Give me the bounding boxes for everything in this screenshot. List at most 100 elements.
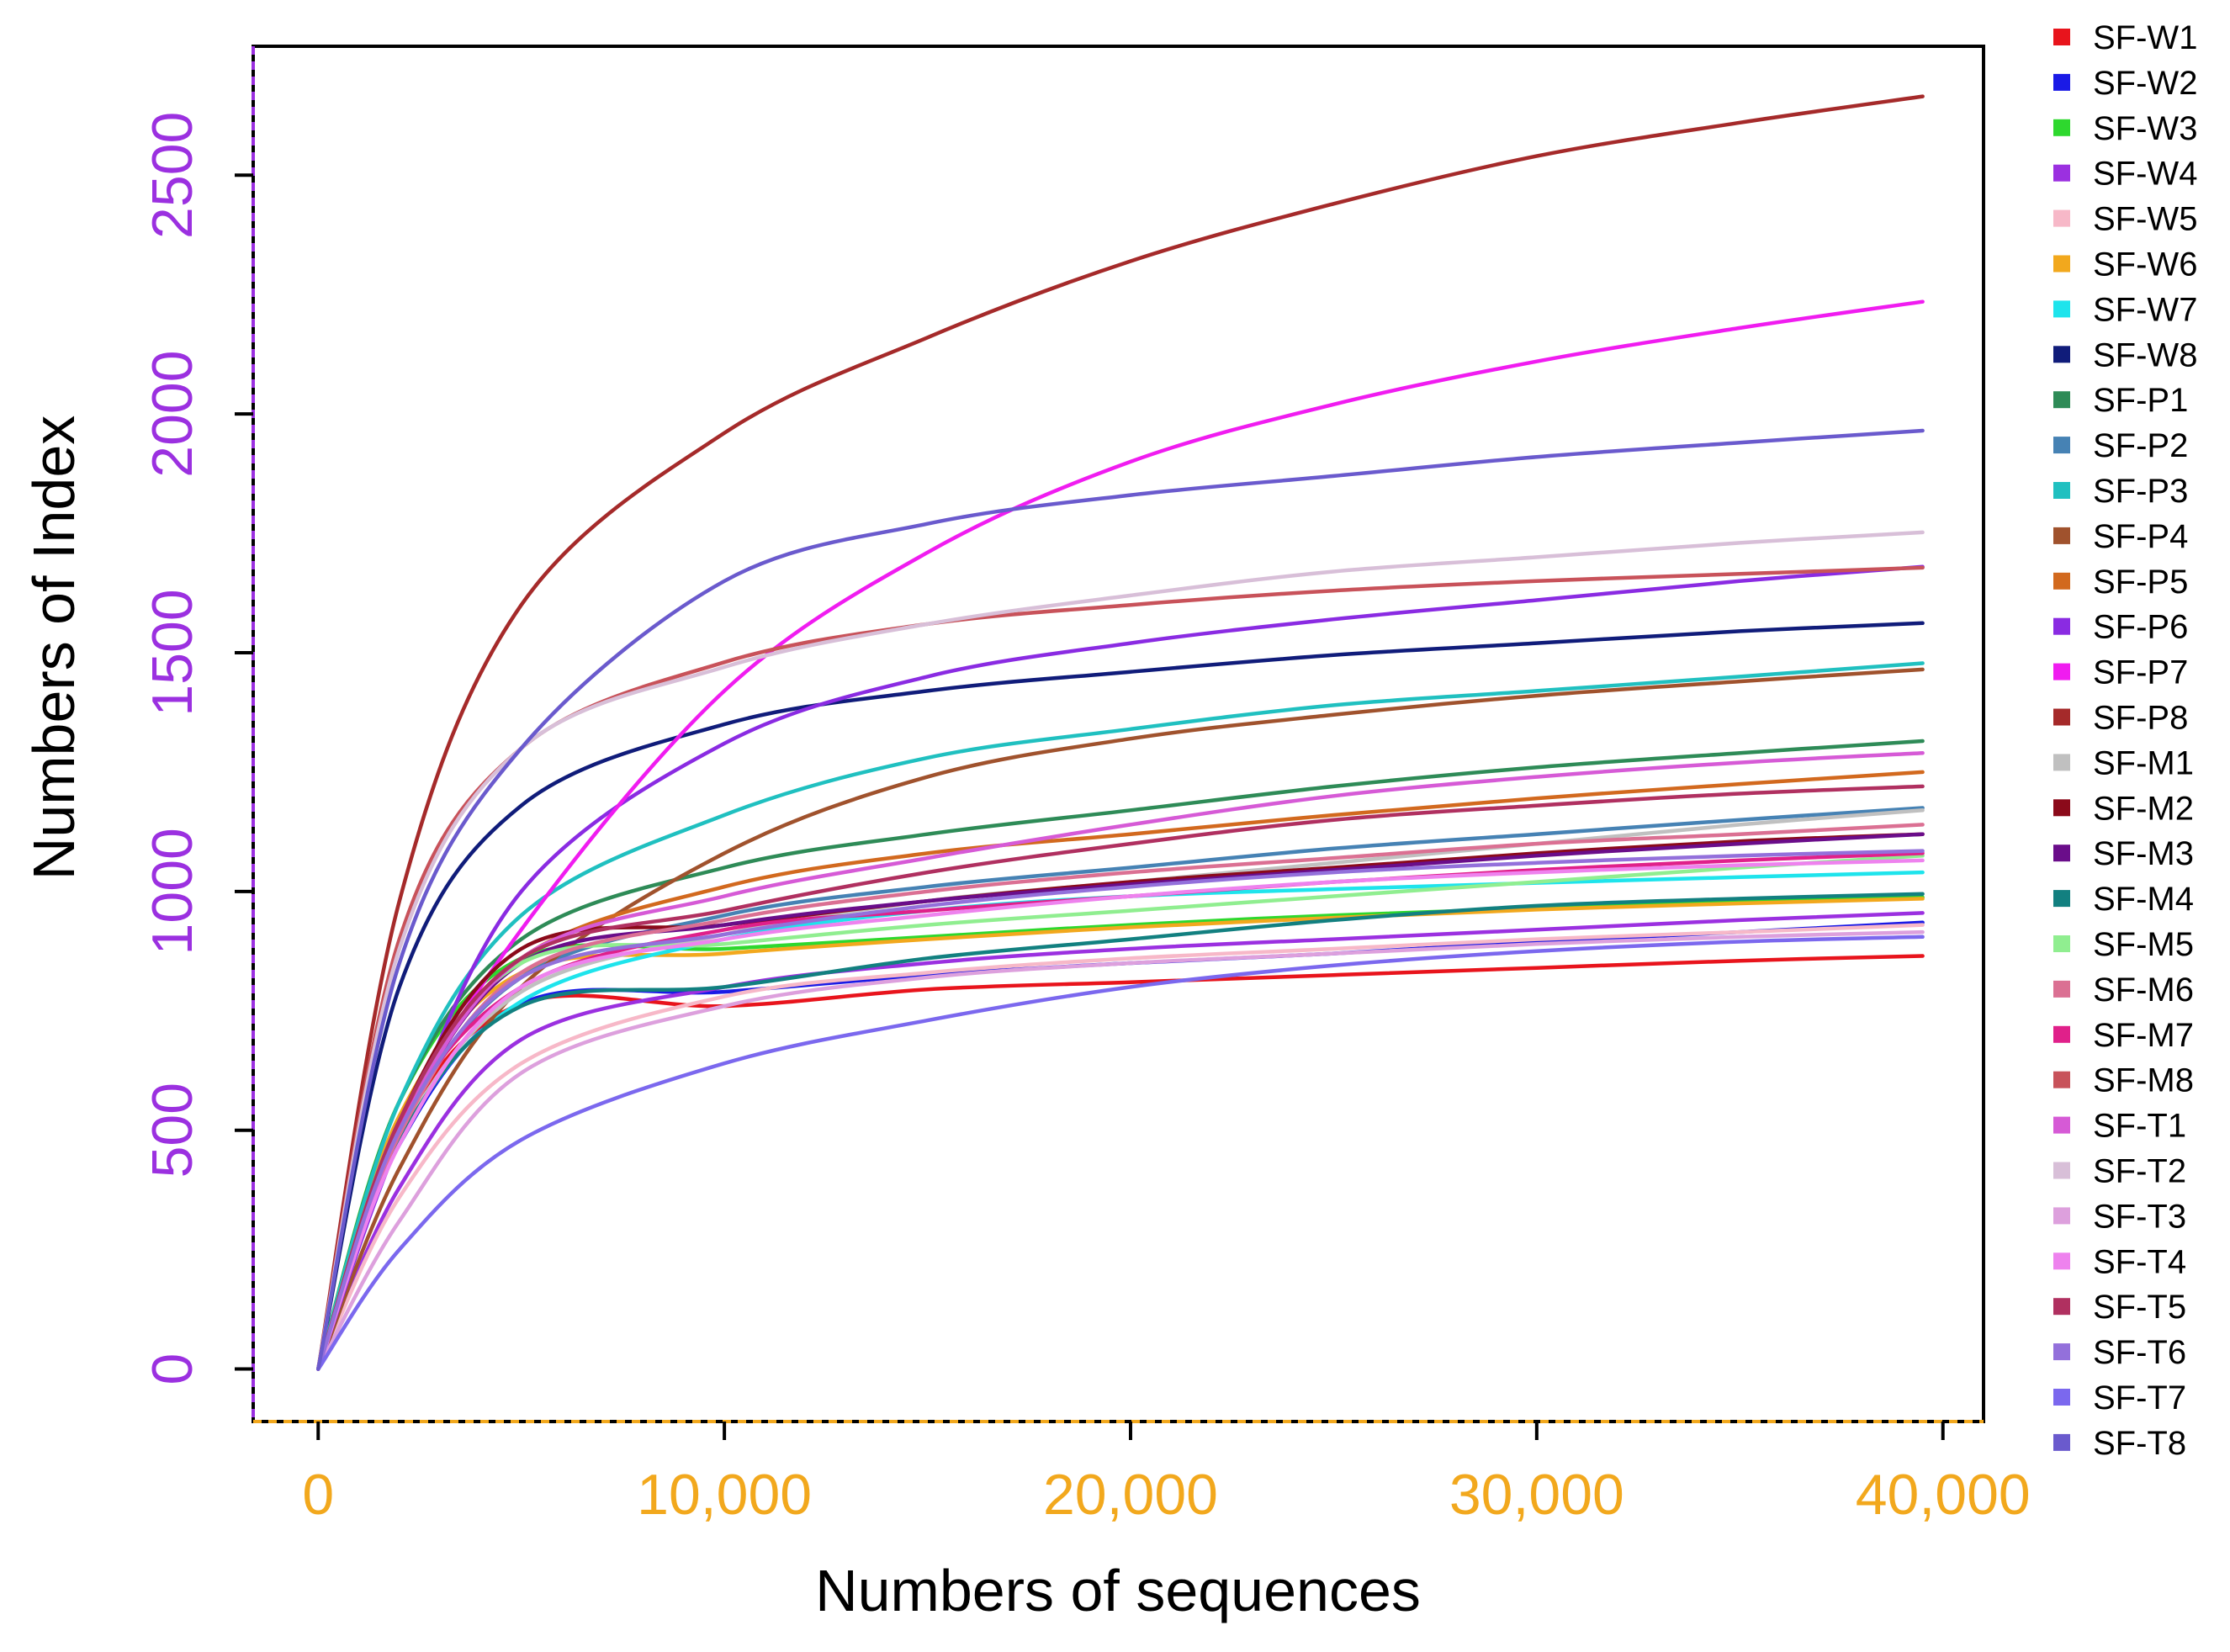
legend-label: SF-W6 <box>2093 246 2197 283</box>
legend-label: SF-P7 <box>2093 654 2188 691</box>
x-tick-label: 10,000 <box>637 1463 812 1527</box>
series-line-sf-p4 <box>316 667 1925 1371</box>
legend-label: SF-M7 <box>2093 1017 2194 1054</box>
y-tick-label: 1500 <box>140 589 204 716</box>
legend-swatch-sf-t5 <box>2053 1298 2070 1316</box>
legend-label: SF-T7 <box>2093 1379 2186 1416</box>
y-tick-label: 500 <box>140 1083 204 1178</box>
x-tick-label: 20,000 <box>1043 1463 1218 1527</box>
y-tick-label: 2000 <box>140 350 204 477</box>
legend-label: SF-W2 <box>2093 65 2197 102</box>
legend-swatch-sf-w5 <box>2053 209 2070 227</box>
legend-label: SF-M3 <box>2093 835 2194 872</box>
series-line-sf-w1 <box>316 954 1925 1371</box>
legend-swatch-sf-w2 <box>2053 73 2070 91</box>
legend-label: SF-M6 <box>2093 972 2194 1009</box>
legend-swatch-sf-w7 <box>2053 300 2070 318</box>
series-line-sf-t8 <box>316 428 1925 1371</box>
legend-label: SF-W4 <box>2093 156 2197 193</box>
legend-swatch-sf-p4 <box>2053 527 2070 544</box>
legend-swatch-sf-m1 <box>2053 754 2070 771</box>
legend-swatch-sf-p2 <box>2053 437 2070 454</box>
legend-swatch-sf-w4 <box>2053 164 2070 182</box>
legend-swatch-sf-m4 <box>2053 890 2070 908</box>
legend-label: SF-M2 <box>2093 790 2194 827</box>
legend-label: SF-T1 <box>2093 1108 2186 1145</box>
series-line-sf-t3 <box>316 929 1925 1371</box>
legend-label: SF-W1 <box>2093 19 2197 56</box>
legend-label: SF-T3 <box>2093 1198 2186 1235</box>
legend-label: SF-T4 <box>2093 1243 2186 1280</box>
legend-label: SF-T2 <box>2093 1153 2186 1190</box>
y-tick-label: 2500 <box>140 112 204 239</box>
legend-label: SF-T8 <box>2093 1425 2186 1462</box>
legend-swatch-sf-t2 <box>2053 1162 2070 1179</box>
legend-label: SF-P3 <box>2093 473 2188 510</box>
legend-label: SF-M5 <box>2093 926 2194 963</box>
legend: SF-W1 SF-W2 SF-W3 SF-W4 SF-W5 SF-W6 SF-W7 SF-W8… <box>2053 19 2197 1462</box>
legend-swatch-sf-m6 <box>2053 980 2070 998</box>
x-tick-label: 40,000 <box>1856 1463 2031 1527</box>
legend-swatch-sf-p3 <box>2053 482 2070 499</box>
series-line-sf-p8 <box>316 94 1925 1371</box>
legend-swatch-sf-t1 <box>2053 1116 2070 1134</box>
legend-label: SF-M8 <box>2093 1062 2194 1099</box>
x-tick-label: 0 <box>302 1463 334 1527</box>
series-line-sf-t2 <box>316 530 1925 1371</box>
legend-swatch-sf-t7 <box>2053 1389 2070 1406</box>
series-line-sf-w5 <box>316 923 1925 1371</box>
legend-label: SF-W7 <box>2093 291 2197 328</box>
legend-swatch-sf-m8 <box>2053 1071 2070 1088</box>
legend-swatch-sf-w3 <box>2053 119 2070 136</box>
series-line-sf-w4 <box>316 911 1925 1371</box>
legend-label: SF-T5 <box>2093 1289 2186 1326</box>
legend-label: SF-P6 <box>2093 609 2188 646</box>
y-tick-label: 0 <box>140 1353 204 1385</box>
series-line-sf-t1 <box>316 750 1925 1371</box>
legend-label: SF-W3 <box>2093 110 2197 147</box>
legend-swatch-sf-m2 <box>2053 799 2070 817</box>
x-axis-label: Numbers of sequences <box>815 1558 1421 1623</box>
y-tick-label: 1000 <box>140 828 204 955</box>
series-line-sf-p1 <box>316 739 1925 1371</box>
legend-swatch-sf-w6 <box>2053 255 2070 273</box>
series-line-sf-w8 <box>316 621 1925 1371</box>
legend-swatch-sf-p5 <box>2053 572 2070 590</box>
x-tick-label: 30,000 <box>1449 1463 1624 1527</box>
series-line-sf-p3 <box>316 661 1925 1371</box>
legend-label: SF-P5 <box>2093 564 2188 601</box>
series-line-sf-t5 <box>316 784 1925 1371</box>
legend-label: SF-P2 <box>2093 427 2188 464</box>
legend-label: SF-W5 <box>2093 201 2197 238</box>
legend-swatch-sf-m3 <box>2053 845 2070 862</box>
series-lines <box>316 94 1925 1371</box>
legend-swatch-sf-t6 <box>2053 1343 2070 1361</box>
y-axis-label: Numbers of Index <box>21 416 87 880</box>
series-line-sf-t6 <box>316 849 1925 1371</box>
legend-swatch-sf-w1 <box>2053 29 2070 45</box>
legend-swatch-sf-p8 <box>2053 708 2070 726</box>
legend-swatch-sf-m5 <box>2053 935 2070 952</box>
series-line-sf-t4 <box>316 858 1925 1371</box>
legend-label: SF-M1 <box>2093 744 2194 781</box>
y-axis-ticks: 0 500 1000 1500 2000 2500 <box>140 112 253 1385</box>
legend-swatch-sf-p1 <box>2053 391 2070 409</box>
legend-label: SF-W8 <box>2093 336 2197 373</box>
legend-swatch-sf-w8 <box>2053 346 2070 363</box>
legend-swatch-sf-p7 <box>2053 663 2070 680</box>
series-line-sf-t7 <box>316 935 1925 1371</box>
legend-swatch-sf-t3 <box>2053 1207 2070 1225</box>
legend-swatch-sf-t8 <box>2053 1433 2070 1451</box>
legend-label: SF-P1 <box>2093 382 2188 419</box>
legend-swatch-sf-m7 <box>2053 1025 2070 1043</box>
legend-label: SF-P8 <box>2093 700 2188 737</box>
legend-label: SF-T6 <box>2093 1334 2186 1371</box>
legend-label: SF-P4 <box>2093 518 2188 555</box>
x-axis-ticks: 0 10,000 20,000 30,000 40,000 <box>302 1422 2031 1527</box>
legend-swatch-sf-p6 <box>2053 617 2070 635</box>
legend-label: SF-M4 <box>2093 881 2194 918</box>
legend-swatch-sf-t4 <box>2053 1252 2070 1270</box>
